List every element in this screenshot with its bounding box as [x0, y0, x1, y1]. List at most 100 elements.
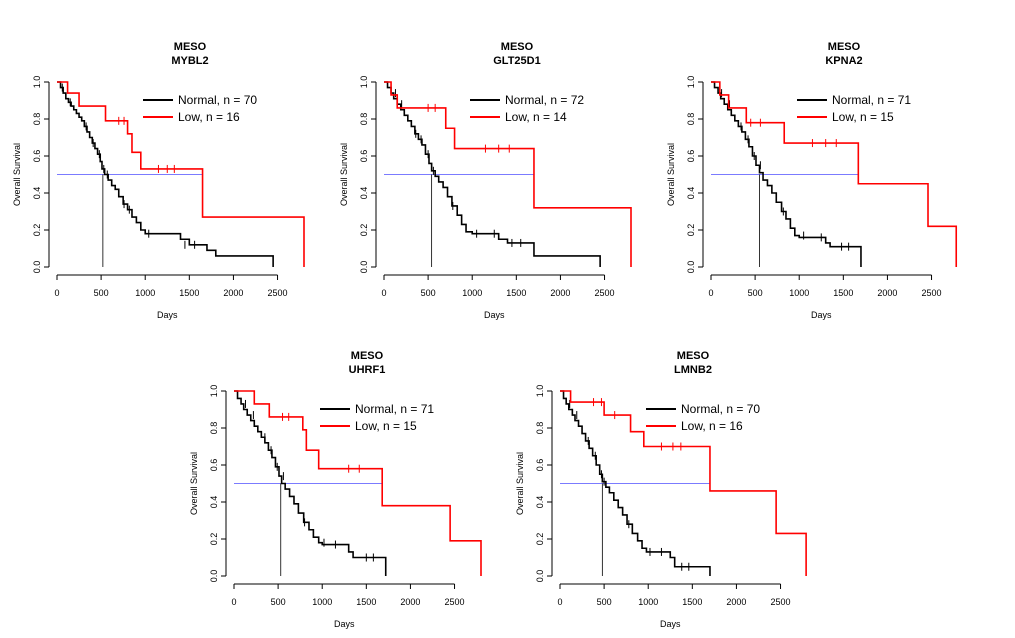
survival-curve-normal — [57, 81, 274, 267]
y-tick-label: 0.6 — [209, 459, 219, 472]
survival-curve-normal — [560, 390, 711, 576]
x-tick-label: 500 — [597, 597, 612, 607]
chart-title: MESO — [501, 41, 534, 53]
legend-label: Low, n = 16 — [681, 419, 743, 433]
chart-subtitle: MYBL2 — [171, 55, 208, 67]
y-tick-label: 0.6 — [686, 150, 696, 163]
y-tick-label: 0.6 — [32, 150, 42, 163]
x-tick-label: 0 — [381, 288, 386, 298]
survival-curve-low — [384, 81, 632, 267]
survival-curve-low — [711, 81, 958, 267]
y-tick-label: 0.8 — [686, 113, 696, 126]
x-tick-label: 0 — [231, 597, 236, 607]
y-tick-label: 0.2 — [209, 533, 219, 546]
x-axis-label: Days — [484, 310, 505, 320]
chart-subtitle: UHRF1 — [349, 364, 386, 376]
x-tick-label: 0 — [708, 288, 713, 298]
survival-curve-low — [234, 390, 482, 576]
km-panel-kpna2: MESO KPNA2 0 500 1000 1500 2000 2500 0.0 0.2 0.4 0.… — [666, 41, 958, 320]
x-axis-label: Days — [660, 619, 681, 629]
x-tick-label: 1000 — [462, 288, 482, 298]
legend-label: Low, n = 16 — [178, 110, 240, 124]
x-tick-label: 2500 — [445, 597, 465, 607]
x-tick-label: 1000 — [135, 288, 155, 298]
y-tick-label: 0.0 — [209, 570, 219, 583]
x-tick-label: 1500 — [179, 288, 199, 298]
chart-title: MESO — [351, 350, 384, 362]
y-tick-label: 0.4 — [535, 496, 545, 509]
x-tick-label: 500 — [421, 288, 436, 298]
chart-title: MESO — [828, 41, 861, 53]
legend-label: Normal, n = 70 — [178, 93, 257, 107]
survival-curve-low — [560, 390, 807, 576]
y-tick-label: 0.8 — [535, 422, 545, 435]
y-tick-label: 0.2 — [535, 533, 545, 546]
y-tick-label: 1.0 — [209, 385, 219, 398]
x-tick-label: 2500 — [771, 597, 791, 607]
chart-subtitle: KPNA2 — [825, 55, 862, 67]
y-tick-label: 1.0 — [535, 385, 545, 398]
x-tick-label: 2000 — [550, 288, 570, 298]
legend-label: Normal, n = 71 — [832, 93, 911, 107]
x-tick-label: 500 — [94, 288, 109, 298]
chart-title: MESO — [677, 350, 710, 362]
y-tick-label: 0.8 — [32, 113, 42, 126]
legend-label: Normal, n = 70 — [681, 402, 760, 416]
km-panel-lmnb2: MESO LMNB2 0 500 1000 1500 2000 2500 0.0 0.2 0.4 0.… — [515, 350, 807, 629]
survival-curve-normal — [384, 81, 601, 267]
y-tick-label: 1.0 — [359, 76, 369, 89]
km-panel-mybl2: MESO MYBL2 0 500 1000 1500 2000 2500 0.0 0.2 0.4 0.… — [12, 41, 305, 320]
x-tick-label: 0 — [54, 288, 59, 298]
x-axis-label: Days — [334, 619, 355, 629]
chart-title: MESO — [174, 41, 207, 53]
x-tick-label: 1500 — [682, 597, 702, 607]
km-panel-uhrf1: MESO UHRF1 0 500 1000 1500 2000 2500 0.0 0.2 0.4 0.… — [189, 350, 482, 629]
x-axis-label: Days — [157, 310, 178, 320]
chart-subtitle: GLT25D1 — [493, 55, 540, 67]
chart-subtitle: LMNB2 — [674, 364, 712, 376]
y-axis-label: Overall Survival — [666, 143, 676, 206]
legend-label: Low, n = 15 — [832, 110, 894, 124]
km-panel-glt25d1: MESO GLT25D1 0 500 1000 1500 2000 2500 0.0 0.2 0.4… — [339, 41, 632, 320]
x-tick-label: 1000 — [789, 288, 809, 298]
y-tick-label: 0.6 — [359, 150, 369, 163]
legend-label: Normal, n = 72 — [505, 93, 584, 107]
y-tick-label: 0.4 — [359, 187, 369, 200]
x-tick-label: 1500 — [833, 288, 853, 298]
y-tick-label: 0.2 — [32, 224, 42, 237]
y-tick-label: 0.0 — [686, 261, 696, 274]
y-tick-label: 0.8 — [359, 113, 369, 126]
y-tick-label: 0.2 — [359, 224, 369, 237]
y-tick-label: 1.0 — [32, 76, 42, 89]
legend-label: Low, n = 15 — [355, 419, 417, 433]
x-tick-label: 2500 — [268, 288, 288, 298]
legend-label: Normal, n = 71 — [355, 402, 434, 416]
x-tick-label: 2000 — [223, 288, 243, 298]
x-tick-label: 1500 — [356, 597, 376, 607]
x-tick-label: 2000 — [400, 597, 420, 607]
y-tick-label: 0.4 — [686, 187, 696, 200]
x-tick-label: 1000 — [638, 597, 658, 607]
x-tick-label: 500 — [748, 288, 763, 298]
survival-curve-low — [57, 81, 305, 267]
x-tick-label: 1000 — [312, 597, 332, 607]
y-tick-label: 0.8 — [209, 422, 219, 435]
x-tick-label: 0 — [557, 597, 562, 607]
x-axis-label: Days — [811, 310, 832, 320]
y-axis-label: Overall Survival — [189, 452, 199, 515]
survival-curve-normal — [234, 390, 387, 576]
y-tick-label: 0.2 — [686, 224, 696, 237]
x-tick-label: 1500 — [506, 288, 526, 298]
x-tick-label: 2500 — [922, 288, 942, 298]
x-tick-label: 2000 — [877, 288, 897, 298]
y-tick-label: 0.0 — [32, 261, 42, 274]
y-tick-label: 0.4 — [209, 496, 219, 509]
y-tick-label: 0.0 — [359, 261, 369, 274]
y-axis-label: Overall Survival — [339, 143, 349, 206]
y-tick-label: 0.6 — [535, 459, 545, 472]
y-axis-label: Overall Survival — [12, 143, 22, 206]
y-tick-label: 0.4 — [32, 187, 42, 200]
x-tick-label: 500 — [271, 597, 286, 607]
legend-label: Low, n = 14 — [505, 110, 567, 124]
